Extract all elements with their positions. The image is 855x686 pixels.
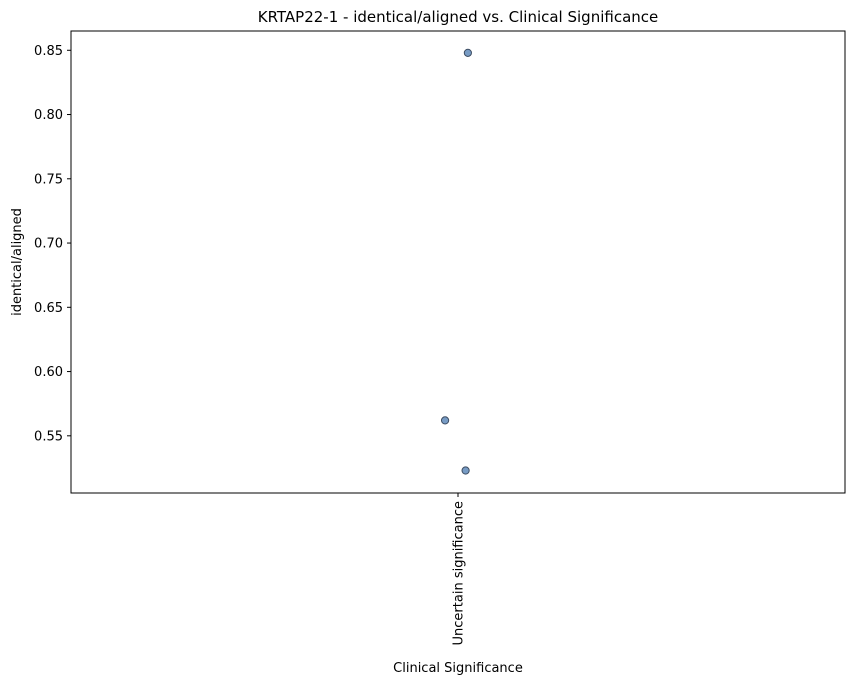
x-tick-label: Uncertain significance xyxy=(452,501,467,645)
y-tick-label: 0.55 xyxy=(34,429,63,444)
y-tick-label: 0.85 xyxy=(34,44,63,59)
data-points xyxy=(440,48,472,475)
y-tick-label: 0.75 xyxy=(34,172,63,187)
x-axis-label: Clinical Significance xyxy=(393,661,523,676)
y-tick-label: 0.70 xyxy=(34,237,63,252)
data-point xyxy=(440,416,450,425)
plot-area-frame xyxy=(70,30,846,494)
data-point xyxy=(461,466,470,475)
y-axis: 0.55 0.60 0.65 0.70 0.75 0.80 0.85 xyxy=(34,44,71,444)
y-axis-label: identical/aligned xyxy=(10,208,25,316)
x-axis: Uncertain significance xyxy=(452,493,467,645)
y-tick-label: 0.65 xyxy=(34,301,63,316)
data-point xyxy=(463,48,472,57)
chart-title: KRTAP22-1 - identical/aligned vs. Clinic… xyxy=(258,8,659,26)
y-tick-label: 0.80 xyxy=(34,108,63,123)
y-tick-label: 0.60 xyxy=(34,365,63,380)
